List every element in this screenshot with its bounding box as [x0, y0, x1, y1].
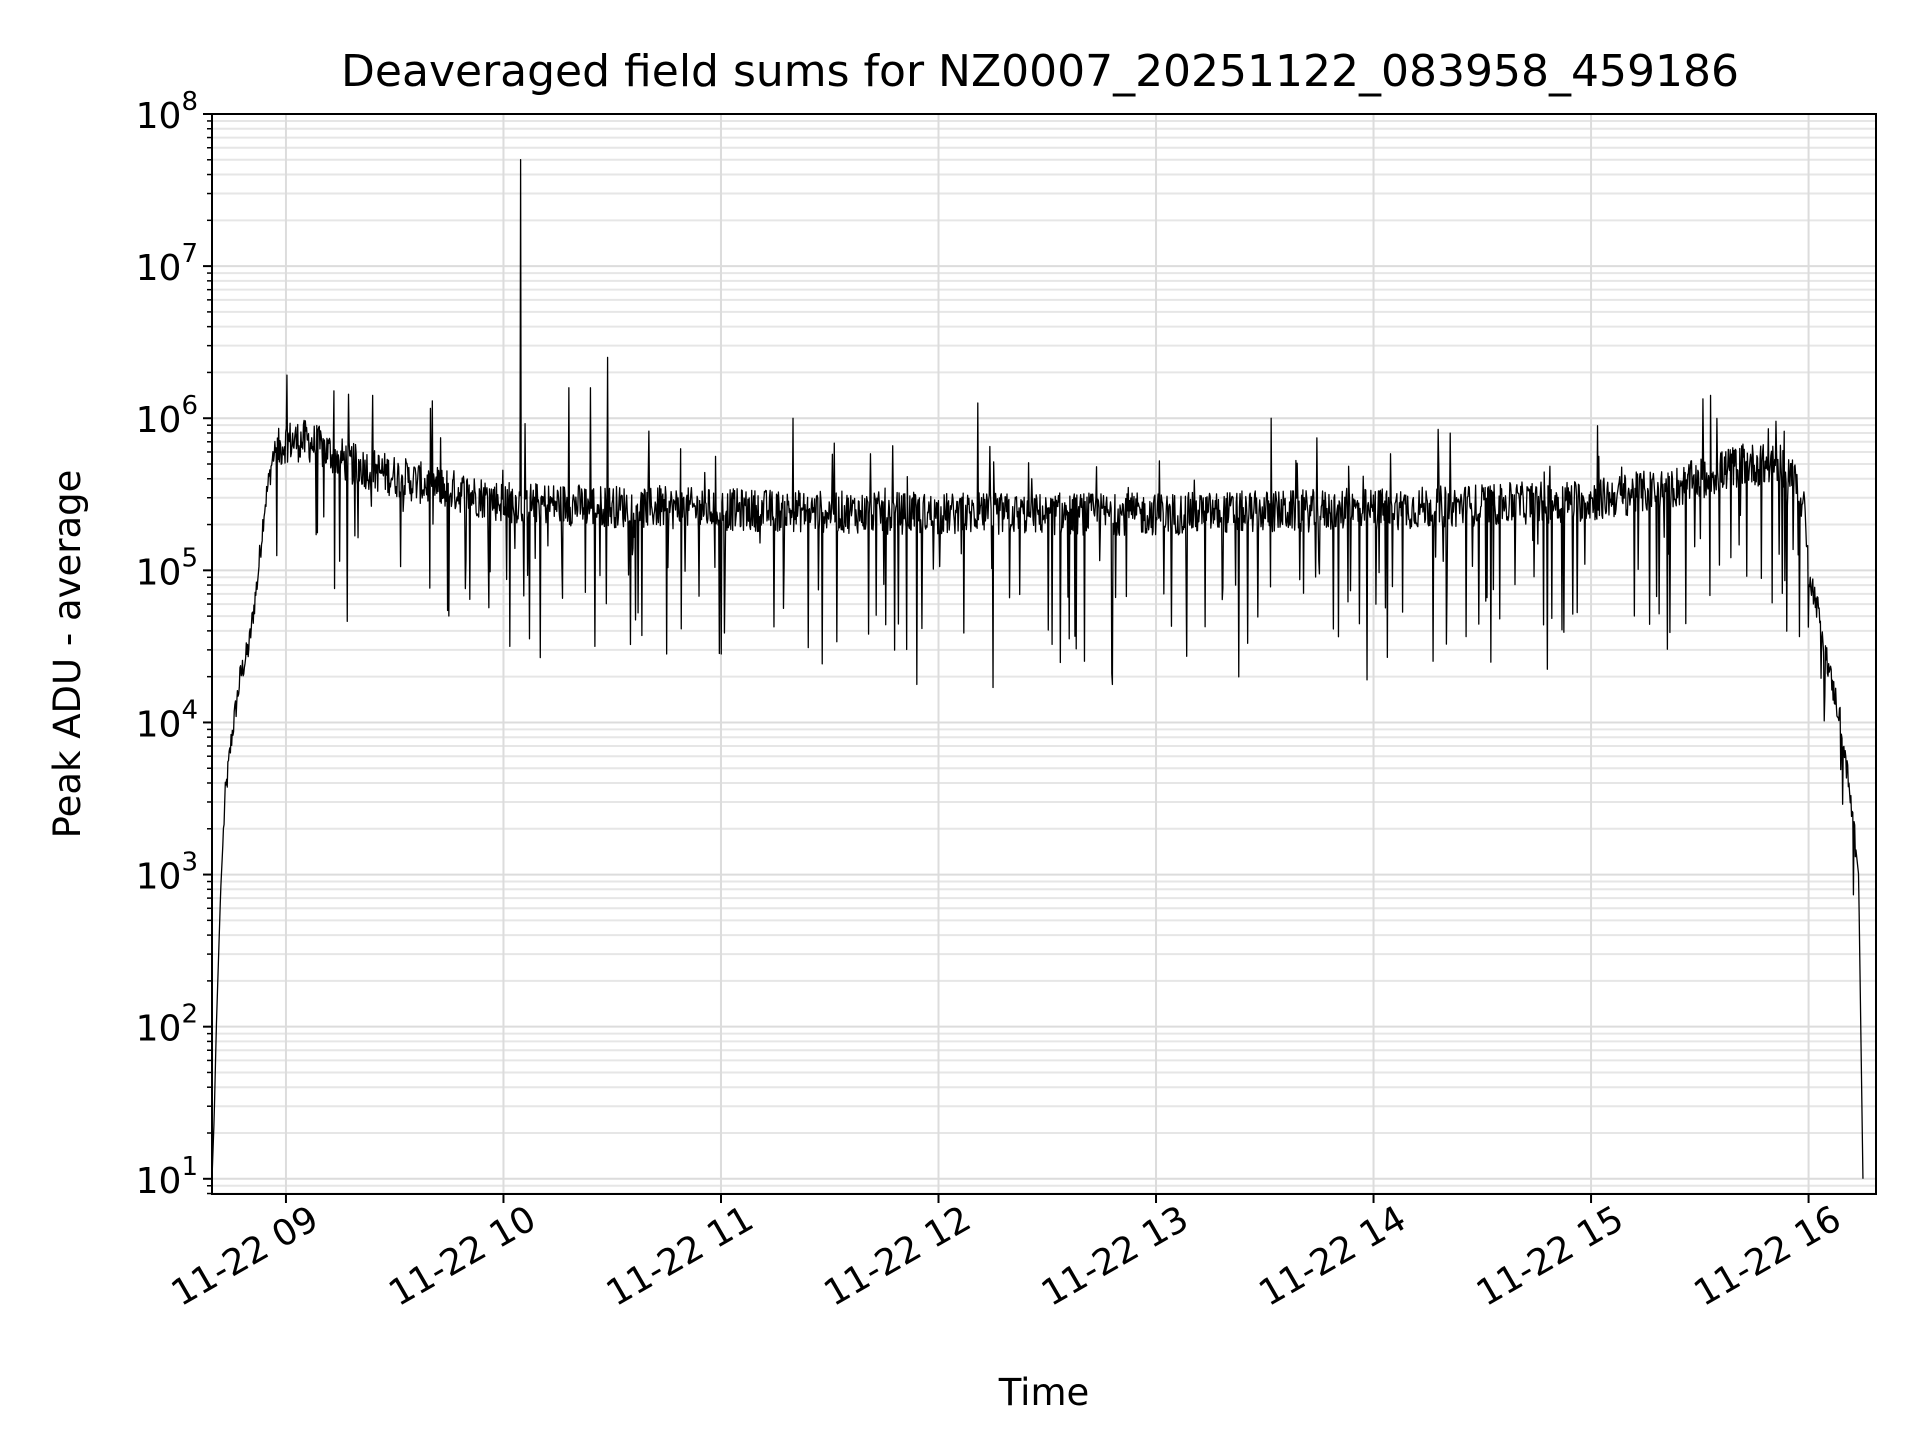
grid [212, 113, 1876, 1195]
x-tick-label: 11-22 10 [382, 1198, 543, 1314]
x-tick-label: 11-22 13 [1035, 1198, 1196, 1314]
y-axis-label: Peak ADU - average [46, 470, 89, 839]
series-layer [211, 158, 1864, 1179]
chart-title: Deaveraged field sums for NZ0007_2025112… [341, 46, 1739, 97]
y-tick-label: 107 [136, 239, 198, 289]
plot-frame [211, 113, 1877, 1195]
y-tick-label: 108 [136, 87, 198, 137]
y-tick-label: 103 [136, 848, 198, 898]
y-tick-label: 106 [136, 391, 198, 441]
y-tick-label: 105 [136, 543, 198, 593]
x-tick-label: 11-22 12 [817, 1198, 978, 1314]
x-tick-label: 11-22 15 [1470, 1198, 1631, 1314]
y-tick-label: 101 [136, 1152, 198, 1202]
series-line-peak-adu [211, 158, 1864, 1179]
x-tick-label: 11-22 16 [1687, 1198, 1848, 1314]
x-tick-label: 11-22 11 [600, 1198, 761, 1314]
y-tick-label: 102 [136, 1000, 198, 1050]
x-tick-label: 11-22 09 [165, 1198, 326, 1314]
x-tick-label: 11-22 14 [1252, 1198, 1413, 1314]
y-tick-label: 104 [136, 695, 198, 745]
x-axis-label: Time [998, 1371, 1090, 1414]
